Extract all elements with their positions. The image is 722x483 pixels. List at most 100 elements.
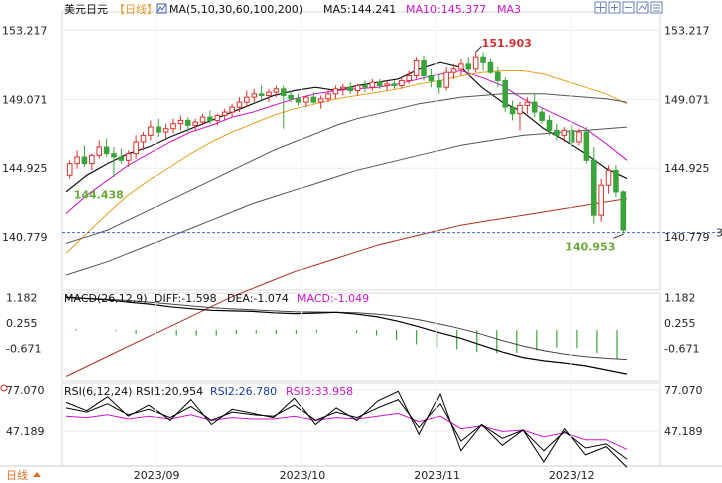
candle-body [406,75,413,82]
symbol-title: 美元日元 [64,3,108,16]
macd-dea-value: DEA:-1.074 [227,292,289,305]
candle-body [81,156,88,165]
candle-body [428,75,435,82]
candle-body [103,146,110,155]
macd-dea-line [65,297,628,361]
ma-toggle-icon[interactable] [156,3,167,14]
candle-body [413,60,420,77]
rsi-params-label: RSI(6,12,24) [64,385,132,398]
price-tick-label-left: 144.925 [2,162,48,175]
current-price-tag: 3 [716,227,722,240]
price-tick-label-right: 149.071 [664,93,710,106]
zoom-out-icon[interactable] [622,1,635,14]
candle-body [207,116,213,121]
candle-body [465,63,472,70]
date-x-axis: 2023/09 2023/10 2023/11 2023/12 [134,12,595,482]
panel-handle-icon[interactable] [0,384,8,392]
x-tick-label: 2023/09 [134,469,180,482]
candle-body [303,96,309,103]
candle-body [347,86,353,91]
candle-body [295,98,302,103]
candle-body [162,128,169,133]
candle-body [111,153,117,158]
candle-body [354,84,361,91]
period-switch-label[interactable]: 日线 [6,468,28,482]
candle-body [244,96,250,103]
candle-body [620,191,627,231]
x-tick-label: 2023/11 [414,469,460,482]
period-badge[interactable]: 【日线】 [114,2,158,16]
x-tick-label: 2023/10 [280,469,326,482]
candle-body [155,126,162,133]
rsi1-value: RSI1:20.954 [136,385,203,398]
candle-body [376,81,383,86]
candlestick-series: 151.903 140.953 144.438 [66,37,627,253]
price-tick-label-right: 144.925 [664,162,710,175]
high-price-annotation: 151.903 [482,37,532,50]
ma-line-ma100 [65,126,628,276]
rsi-tick-label-right: 77.070 [664,384,703,397]
candle-body [325,93,331,100]
candle-body [148,126,154,136]
candle-body [605,169,612,186]
rsi-tick-label-left: 47.189 [6,425,45,438]
candle-body [487,61,494,73]
x-tick-label: 2023/12 [549,469,595,482]
candle-body [221,111,228,116]
candle-body [170,123,176,130]
macd-diff-value: DIFF:-1.598 [154,292,217,305]
candle-body [273,88,280,93]
low-price-annotation: 140.953 [565,240,615,253]
candle-body [332,88,339,95]
macd-diff-line [65,296,628,375]
candle-body [435,80,442,88]
zoom-in-icon[interactable] [608,1,621,14]
candle-body [340,86,346,90]
candle-body [576,131,582,143]
candle-body [524,101,531,106]
rsi-line-rsi3 [65,412,628,450]
macd-tick-label-left: 0.255 [6,317,38,330]
ma-line-ma30 [65,70,628,254]
candle-body [480,56,486,63]
rsi-tick-label-left: 77.070 [6,384,45,397]
price-tick-label-left: 149.071 [2,93,48,106]
candle-body [613,169,619,193]
candle-body [74,156,80,165]
candle-body [391,83,398,86]
ma-line-ma200 [65,198,628,377]
candle-body [546,119,553,131]
price-tick-label-left: 140.779 [2,231,48,244]
crosshair-icon[interactable] [594,1,607,14]
candle-body [214,114,221,121]
candle-body [236,101,243,108]
candle-body [517,104,523,115]
candle-body [185,119,191,126]
period-dropdown-icon[interactable] [33,472,41,477]
rsi-line-rsi1 [65,390,628,468]
ma-line-ma60 [65,93,628,244]
macd-tick-label-left: 1.182 [6,292,38,305]
left-low-annotation: 144.438 [74,189,124,202]
price-tick-label-left: 153.217 [2,24,48,37]
macd-tick-label-left: -0.671 [6,343,41,356]
candle-body [554,129,560,136]
settings-icon[interactable] [650,1,663,14]
candle-body [450,68,457,73]
candle-body [310,96,317,103]
candle-body [133,141,139,155]
moving-average-lines: 3 [62,61,722,377]
candle-body [472,56,479,70]
price-panel-frame [61,11,661,291]
low-marker-line [613,233,624,239]
rsi3-value: RSI3:33.958 [286,385,353,398]
candle-body [96,146,103,156]
candle-body [502,80,508,108]
restore-icon[interactable] [636,1,649,14]
candle-body [140,134,147,143]
candle-body [590,159,597,216]
candle-body [399,80,405,86]
ma10-value: MA10:145.377 [406,3,486,16]
